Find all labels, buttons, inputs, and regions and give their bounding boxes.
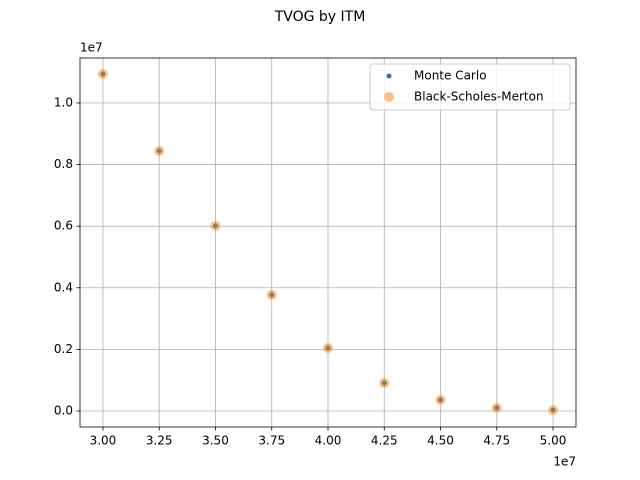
legend: Monte Carlo Black-Scholes-Merton: [369, 63, 571, 111]
y-tick-label: 0.8: [54, 157, 73, 171]
scatter-point: [435, 394, 446, 405]
scatter-point: [210, 220, 221, 231]
scatter-point: [548, 405, 559, 416]
x-tick-label: 4.00: [315, 434, 342, 448]
scatter-point: [323, 343, 333, 354]
y-tick-label: 0.4: [54, 280, 73, 294]
legend-marker: [386, 73, 392, 79]
x-tick-label: 3.25: [146, 434, 173, 448]
x-tick-label: 5.00: [540, 434, 567, 448]
legend-box: [369, 63, 571, 111]
scatter-point: [491, 402, 502, 413]
legend-label: Black-Scholes-Merton: [414, 90, 544, 104]
x-tick-label: 4.50: [427, 434, 454, 448]
legend-marker: [384, 92, 394, 102]
x-tick-label: 3.00: [90, 434, 117, 448]
chart-title: TVOG by ITM: [274, 9, 366, 25]
scatter-point: [266, 289, 277, 300]
scatter-point: [379, 377, 390, 388]
y-tick-label: 0.2: [54, 342, 73, 356]
x-tick-label: 4.75: [483, 434, 510, 448]
x-tick-label: 4.25: [371, 434, 398, 448]
legend-label: Monte Carlo: [414, 69, 487, 83]
y-tick-label: 0.0: [54, 403, 73, 417]
x-tick-label: 3.50: [202, 434, 229, 448]
scatter-point: [154, 146, 165, 157]
plot-frame: [79, 57, 577, 428]
x-tick-label: 3.75: [258, 434, 285, 448]
y-tick-label: 1.0: [54, 95, 73, 109]
x-offset-label: 1e7: [553, 455, 576, 469]
scatter-point: [97, 69, 108, 80]
y-offset-label: 1e7: [80, 41, 103, 55]
y-tick-label: 0.6: [54, 219, 73, 233]
